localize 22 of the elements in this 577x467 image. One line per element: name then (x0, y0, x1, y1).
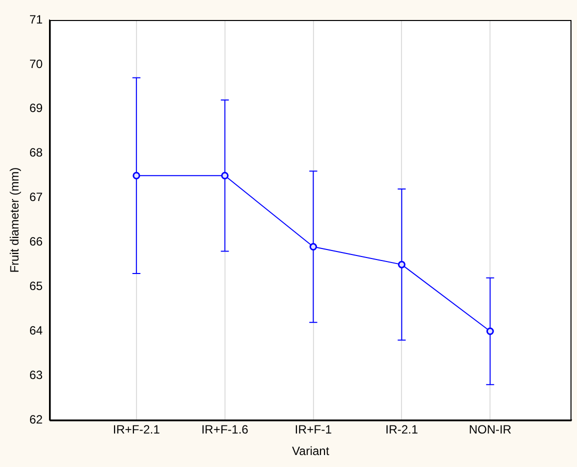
point (221, 172, 229, 180)
y-tick-label: 70 (29, 56, 44, 71)
point (398, 260, 406, 268)
x-tick-label: IR+F-1 (294, 422, 332, 437)
y-tick-label: 66 (29, 234, 44, 249)
x-tick-label: IR+F-2.1 (112, 422, 160, 437)
y-axis-title: Fruit diameter (mm) (8, 167, 22, 273)
point (132, 172, 140, 180)
x-tick-label: IR+F-1.6 (201, 422, 249, 437)
x-tick-label: NON-IR (468, 422, 512, 437)
y-tick-label: 71 (29, 12, 44, 26)
y-tick-label: 65 (29, 279, 44, 294)
y-tick-label: 67 (29, 190, 44, 204)
y-tick-label: 68 (29, 146, 44, 160)
y-tick-label: 62 (29, 412, 44, 427)
x-tick-label: IR-2.1 (385, 422, 418, 437)
y-tick-label: 63 (29, 368, 44, 382)
point (486, 328, 494, 336)
point (310, 243, 318, 251)
x-axis-title: Variant (292, 444, 330, 458)
y-tick-label: 69 (29, 101, 44, 116)
y-tick-label: 64 (29, 324, 44, 338)
